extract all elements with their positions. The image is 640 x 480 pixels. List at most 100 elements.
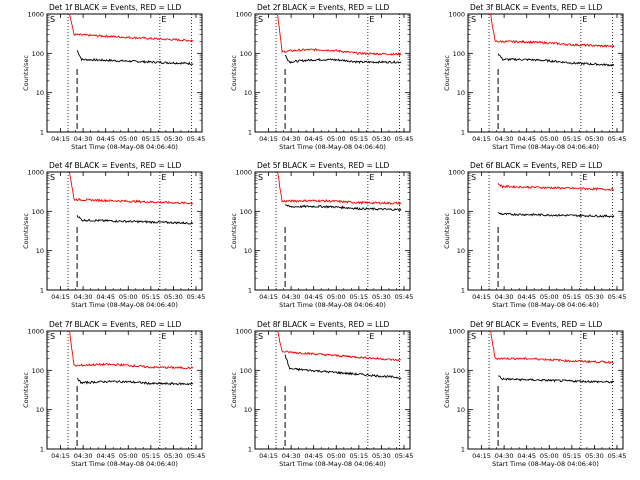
y-tick-label: 1000 bbox=[27, 11, 44, 19]
panel-title: Det 7f BLACK = Events, RED = LLD bbox=[49, 320, 182, 329]
x-tick-label: 05:30 bbox=[164, 293, 183, 301]
x-tick-label: 05:15 bbox=[349, 135, 368, 143]
y-tick-label: 1000 bbox=[448, 11, 465, 19]
x-tick-label: 04:45 bbox=[304, 135, 323, 143]
x-tick-label: 04:15 bbox=[259, 452, 278, 460]
marker-end: E bbox=[582, 173, 587, 182]
x-tick-label: 05:30 bbox=[585, 293, 604, 301]
y-tick-label: 10 bbox=[244, 406, 252, 414]
plot-frame bbox=[254, 13, 411, 133]
marker-end: E bbox=[161, 15, 166, 24]
panel-title: Det 5f BLACK = Events, RED = LLD bbox=[257, 161, 390, 170]
x-tick-label: 05:15 bbox=[349, 293, 368, 301]
x-tick-label: 04:45 bbox=[517, 293, 536, 301]
x-tick-label: 04:15 bbox=[51, 452, 70, 460]
x-tick-label: 05:00 bbox=[327, 293, 346, 301]
series-line-lld bbox=[69, 13, 194, 43]
x-tick-label: 04:30 bbox=[74, 135, 93, 143]
plot-frame bbox=[46, 330, 203, 450]
x-axis-label: Start Time (08-May-08 04:06:40) bbox=[492, 301, 599, 309]
x-tick-label: 04:15 bbox=[51, 135, 70, 143]
x-tick-label: 05:30 bbox=[585, 135, 604, 143]
y-tick-label: 1 bbox=[40, 446, 44, 454]
panel-title: Det 9f BLACK = Events, RED = LLD bbox=[470, 320, 603, 329]
x-axis-label: Start Time (08-May-08 04:06:40) bbox=[71, 143, 178, 151]
x-tick-label: 05:15 bbox=[141, 135, 160, 143]
x-axis-label: Start Time (08-May-08 04:06:40) bbox=[279, 143, 386, 151]
y-axis-label: Counts/sec bbox=[230, 372, 238, 408]
x-tick-label: 05:45 bbox=[608, 135, 627, 143]
series-line-lld bbox=[69, 330, 194, 370]
series-line-events bbox=[284, 54, 402, 64]
series-line-lld bbox=[277, 172, 402, 206]
y-tick-label: 1 bbox=[40, 287, 44, 295]
y-tick-label: 1 bbox=[461, 129, 465, 137]
series-line-events bbox=[76, 49, 194, 66]
plot-frame bbox=[254, 171, 411, 291]
x-tick-label: 04:15 bbox=[472, 293, 491, 301]
x-tick-label: 05:00 bbox=[540, 293, 559, 301]
y-axis-label: Counts/sec bbox=[443, 55, 451, 91]
marker-end: E bbox=[369, 173, 374, 182]
x-tick-label: 04:30 bbox=[74, 452, 93, 460]
y-axis-label: Counts/sec bbox=[230, 55, 238, 91]
x-tick-label: 05:45 bbox=[395, 452, 414, 460]
y-tick-label: 10 bbox=[36, 89, 44, 97]
series-line-lld bbox=[490, 13, 615, 48]
x-tick-label: 05:15 bbox=[141, 293, 160, 301]
y-tick-label: 1 bbox=[461, 287, 465, 295]
y-tick-label: 100 bbox=[240, 208, 252, 216]
y-tick-label: 1000 bbox=[235, 328, 252, 336]
marker-start: S bbox=[471, 332, 476, 341]
y-tick-label: 100 bbox=[32, 50, 44, 58]
y-tick-label: 10 bbox=[244, 89, 252, 97]
y-axis-label: Counts/sec bbox=[22, 213, 30, 249]
plot-frame bbox=[467, 330, 624, 450]
y-axis-label: Counts/sec bbox=[22, 372, 30, 408]
x-tick-label: 05:15 bbox=[562, 293, 581, 301]
x-tick-label: 05:15 bbox=[349, 452, 368, 460]
y-tick-label: 10 bbox=[457, 89, 465, 97]
x-tick-label: 05:45 bbox=[187, 452, 206, 460]
x-tick-label: 05:45 bbox=[608, 452, 627, 460]
y-tick-label: 1 bbox=[461, 446, 465, 454]
marker-end: E bbox=[369, 15, 374, 24]
y-tick-label: 1000 bbox=[448, 169, 465, 177]
x-tick-label: 04:15 bbox=[51, 293, 70, 301]
panel-title: Det 1f BLACK = Events, RED = LLD bbox=[49, 3, 182, 12]
y-tick-label: 100 bbox=[453, 367, 465, 375]
marker-start: S bbox=[258, 15, 263, 24]
x-tick-label: 05:45 bbox=[187, 293, 206, 301]
marker-start: S bbox=[471, 173, 476, 182]
y-tick-label: 1 bbox=[40, 129, 44, 137]
x-tick-label: 04:45 bbox=[96, 452, 115, 460]
marker-start: S bbox=[50, 15, 55, 24]
plot-frame bbox=[467, 13, 624, 133]
x-tick-label: 05:30 bbox=[372, 452, 391, 460]
series-line-events bbox=[76, 215, 194, 225]
y-tick-label: 1 bbox=[248, 287, 252, 295]
panel-det-1: Det 1f BLACK = Events, RED = LLD 1 10 100 10… bbox=[22, 3, 205, 151]
x-tick-label: 05:30 bbox=[372, 293, 391, 301]
x-tick-label: 04:30 bbox=[495, 293, 514, 301]
panel-det-9: Det 9f BLACK = Events, RED = LLD 1 10 100 10… bbox=[443, 320, 626, 468]
x-tick-label: 05:00 bbox=[540, 452, 559, 460]
x-axis-label: Start Time (08-May-08 04:06:40) bbox=[71, 460, 178, 468]
marker-start: S bbox=[50, 173, 55, 182]
series-line-lld bbox=[490, 330, 614, 364]
y-axis-label: Counts/sec bbox=[443, 213, 451, 249]
x-tick-label: 04:30 bbox=[282, 293, 301, 301]
x-axis-label: Start Time (08-May-08 04:06:40) bbox=[492, 460, 599, 468]
y-tick-label: 10 bbox=[36, 247, 44, 255]
panel-title: Det 3f BLACK = Events, RED = LLD bbox=[470, 3, 603, 12]
x-tick-label: 05:45 bbox=[187, 135, 206, 143]
y-tick-label: 1000 bbox=[27, 169, 44, 177]
y-tick-label: 100 bbox=[453, 208, 465, 216]
x-axis-label: Start Time (08-May-08 04:06:40) bbox=[279, 301, 386, 309]
y-tick-label: 100 bbox=[32, 367, 44, 375]
y-axis-label: Counts/sec bbox=[230, 213, 238, 249]
series-line-events bbox=[284, 354, 402, 380]
y-tick-label: 100 bbox=[32, 208, 44, 216]
plot-frame bbox=[254, 330, 411, 450]
